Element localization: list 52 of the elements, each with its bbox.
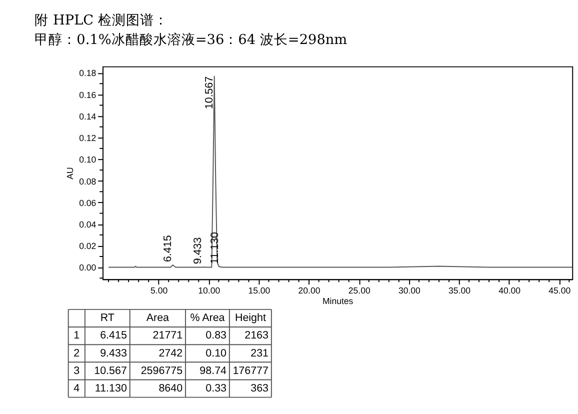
x-tick-label: 25.00 <box>348 285 370 296</box>
text: 176777 <box>232 364 269 377</box>
text: 363 <box>250 382 269 394</box>
text: 98.74 <box>200 364 227 377</box>
text: % Area <box>190 312 225 324</box>
annotation: 10.567 <box>203 76 216 110</box>
text: 0.83 <box>206 330 227 342</box>
x-tick-label: 30.00 <box>398 285 421 296</box>
y-tick-label: 0.16 <box>79 90 96 100</box>
y-tick-label: 0.00 <box>79 262 96 273</box>
line-series <box>108 76 573 268</box>
text: Area <box>146 312 170 324</box>
annotation: 6.415 <box>162 235 174 262</box>
chart-subtitle: 甲醇：0.1%冰醋酸水溶液=36：64 波长=298nm <box>34 32 348 48</box>
x-tick-label: 20.00 <box>298 285 320 296</box>
y-tick-label: 0.18 <box>79 68 96 78</box>
text: 2596775 <box>140 364 183 377</box>
y-tick-label: 0.06 <box>79 198 96 208</box>
x-tick-label: 35.00 <box>448 285 471 296</box>
y-tick-label: 0.08 <box>79 176 96 186</box>
text: RT <box>100 312 115 324</box>
y-tick-label: 0.04 <box>79 219 96 230</box>
text: 0.10 <box>206 347 227 360</box>
text: 4 <box>74 382 80 394</box>
text: 2 <box>74 347 80 360</box>
y-axis-title: AU <box>65 167 76 180</box>
text: 1 <box>74 330 80 342</box>
text: 11.130 <box>94 382 127 394</box>
y-tick-label: 0.14 <box>79 111 96 122</box>
text: 3 <box>74 364 80 377</box>
annotation: 9.433 <box>192 237 204 264</box>
x-tick-label: 40.00 <box>498 285 521 296</box>
x-tick-label: 15.00 <box>248 285 270 296</box>
x-tick-label: 5.00 <box>150 285 168 296</box>
text: 21771 <box>152 330 183 342</box>
text: Height <box>234 312 266 324</box>
text: 231 <box>250 347 269 360</box>
text: 9.433 <box>100 347 127 360</box>
text: 2163 <box>244 330 269 342</box>
x-axis-title: Minutes <box>322 296 354 306</box>
y-tick-label: 0.02 <box>79 241 96 252</box>
text: 6.415 <box>100 330 127 342</box>
y-tick-label: 0.10 <box>79 154 96 165</box>
text: 10.567 <box>94 364 127 377</box>
annotation: 11.130 <box>209 232 222 264</box>
x-tick-label: 45.00 <box>548 285 571 296</box>
text: 0.33 <box>206 382 227 394</box>
x-tick-label: 10.00 <box>198 285 220 296</box>
chart-title: 附 HPLC 检测图谱： <box>34 12 168 28</box>
text: 8640 <box>158 382 183 394</box>
y-tick-label: 0.12 <box>79 133 96 144</box>
text: 2742 <box>158 347 183 360</box>
